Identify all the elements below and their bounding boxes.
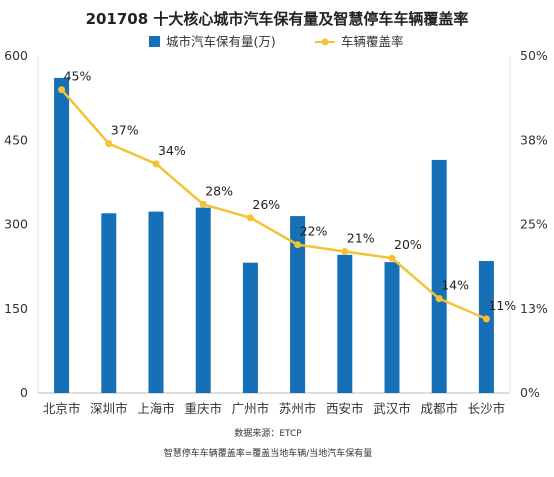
bar xyxy=(290,216,306,393)
coverage-line: 45% 37% 34% 28% 26% 22% 21% 20% 14% 11% xyxy=(58,69,516,323)
bar xyxy=(242,262,258,393)
line-point xyxy=(341,247,349,255)
x-tick-label: 武汉市 xyxy=(373,401,411,416)
chart-title: 201708 十大核心城市汽车保有量及智慧停车车辆覆盖率 xyxy=(86,10,469,28)
legend-line-label: 车辆覆盖率 xyxy=(341,34,404,49)
line-data-label: 28% xyxy=(205,183,233,198)
line-path xyxy=(60,88,487,321)
line-data-label: 11% xyxy=(488,298,516,313)
x-tick-label: 成都市 xyxy=(420,401,458,416)
bars xyxy=(54,77,494,393)
line-data-label: 34% xyxy=(158,143,186,158)
line-data-label: 20% xyxy=(394,237,422,252)
line-data-label: 22% xyxy=(300,224,328,239)
bar xyxy=(431,159,447,393)
line-point xyxy=(294,241,302,249)
x-tick-label: 北京市 xyxy=(43,401,81,416)
x-tick-label: 西安市 xyxy=(326,401,364,416)
bar xyxy=(101,213,117,393)
x-tick-label: 重庆市 xyxy=(184,401,222,416)
line-data-label: 45% xyxy=(64,69,92,84)
y-left-tick-label: 0 xyxy=(20,385,28,400)
x-tick-label: 长沙市 xyxy=(468,401,506,416)
axes: 0 150 300 450 600 0% 13% 25% 38% 50% 北京市 深圳市 上海市 重庆市广… xyxy=(4,48,548,416)
y-right-tick-label: 13% xyxy=(520,301,548,316)
line-data-label: 37% xyxy=(111,123,139,138)
x-tick-label: 深圳市 xyxy=(90,401,128,416)
line-point xyxy=(388,254,396,262)
line-data-label: 26% xyxy=(252,197,280,212)
line-point xyxy=(482,315,490,323)
x-tick-label: 苏州市 xyxy=(279,401,317,416)
y-right-tick-label: 25% xyxy=(520,217,548,232)
y-left-tick-label: 600 xyxy=(4,48,28,63)
x-tick-label: 广州市 xyxy=(232,401,270,416)
line-point xyxy=(246,214,254,222)
bar xyxy=(54,77,70,393)
x-tick-label: 上海市 xyxy=(137,401,175,416)
y-left-tick-label: 150 xyxy=(4,301,28,316)
legend-bar-swatch xyxy=(149,36,160,47)
bar xyxy=(195,207,211,393)
line-point xyxy=(105,140,113,148)
bar xyxy=(478,261,494,393)
line-data-label: 21% xyxy=(347,230,375,245)
y-right-tick-label: 38% xyxy=(520,132,548,147)
y-right-tick-label: 50% xyxy=(520,48,548,63)
line-point xyxy=(435,295,443,303)
line-point xyxy=(152,160,160,168)
source-note: 数据来源：ETCP xyxy=(234,427,302,439)
definition-note: 智慧停车车辆覆盖率=覆盖当地车辆/当地汽车保有量 xyxy=(164,447,373,459)
bar xyxy=(148,211,164,393)
line-point xyxy=(58,86,66,94)
y-left-tick-label: 300 xyxy=(4,217,28,232)
y-left-tick-label: 450 xyxy=(4,132,28,147)
y-right-tick-label: 0% xyxy=(520,385,540,400)
bar xyxy=(337,254,353,393)
bar xyxy=(384,262,400,393)
line-data-label: 14% xyxy=(441,278,469,293)
line-point xyxy=(199,200,207,208)
legend-bar-label: 城市汽车保有量(万) xyxy=(166,34,276,49)
legend-line-marker xyxy=(321,38,329,46)
legend: 城市汽车保有量(万) 车辆覆盖率 xyxy=(149,34,404,49)
